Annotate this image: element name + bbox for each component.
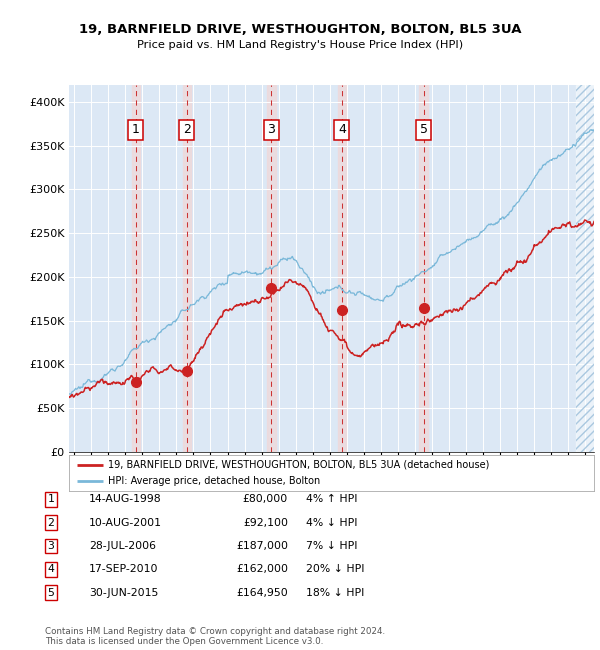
Text: 4% ↓ HPI: 4% ↓ HPI bbox=[306, 517, 358, 528]
Bar bbox=[131, 84, 140, 452]
Text: 5: 5 bbox=[419, 124, 428, 136]
Text: £92,100: £92,100 bbox=[243, 517, 288, 528]
Text: 10-AUG-2001: 10-AUG-2001 bbox=[89, 517, 162, 528]
Text: 2: 2 bbox=[183, 124, 191, 136]
Text: Price paid vs. HM Land Registry's House Price Index (HPI): Price paid vs. HM Land Registry's House … bbox=[137, 40, 463, 51]
Text: 4% ↑ HPI: 4% ↑ HPI bbox=[306, 494, 358, 504]
Text: 1: 1 bbox=[132, 124, 140, 136]
Bar bbox=[267, 84, 275, 452]
Text: 1: 1 bbox=[47, 494, 55, 504]
Text: £162,000: £162,000 bbox=[236, 564, 288, 575]
Text: 3: 3 bbox=[268, 124, 275, 136]
Text: 5: 5 bbox=[47, 588, 55, 598]
Text: £187,000: £187,000 bbox=[236, 541, 288, 551]
Text: 7% ↓ HPI: 7% ↓ HPI bbox=[306, 541, 358, 551]
Polygon shape bbox=[575, 84, 594, 452]
Text: 19, BARNFIELD DRIVE, WESTHOUGHTON, BOLTON, BL5 3UA: 19, BARNFIELD DRIVE, WESTHOUGHTON, BOLTO… bbox=[79, 23, 521, 36]
Text: 18% ↓ HPI: 18% ↓ HPI bbox=[306, 588, 364, 598]
Text: 4: 4 bbox=[338, 124, 346, 136]
Text: 2: 2 bbox=[47, 517, 55, 528]
Text: 3: 3 bbox=[47, 541, 55, 551]
Text: £164,950: £164,950 bbox=[236, 588, 288, 598]
Text: 19, BARNFIELD DRIVE, WESTHOUGHTON, BOLTON, BL5 3UA (detached house): 19, BARNFIELD DRIVE, WESTHOUGHTON, BOLTO… bbox=[109, 460, 490, 470]
Bar bbox=[419, 84, 428, 452]
Text: Contains HM Land Registry data © Crown copyright and database right 2024.: Contains HM Land Registry data © Crown c… bbox=[45, 627, 385, 636]
Text: 30-JUN-2015: 30-JUN-2015 bbox=[89, 588, 158, 598]
Text: 28-JUL-2006: 28-JUL-2006 bbox=[89, 541, 156, 551]
Text: HPI: Average price, detached house, Bolton: HPI: Average price, detached house, Bolt… bbox=[109, 476, 320, 486]
Text: This data is licensed under the Open Government Licence v3.0.: This data is licensed under the Open Gov… bbox=[45, 637, 323, 646]
Text: £80,000: £80,000 bbox=[243, 494, 288, 504]
Bar bbox=[338, 84, 346, 452]
Text: 4: 4 bbox=[47, 564, 55, 575]
Text: 20% ↓ HPI: 20% ↓ HPI bbox=[306, 564, 365, 575]
Text: 14-AUG-1998: 14-AUG-1998 bbox=[89, 494, 161, 504]
Bar bbox=[182, 84, 191, 452]
Text: 17-SEP-2010: 17-SEP-2010 bbox=[89, 564, 158, 575]
